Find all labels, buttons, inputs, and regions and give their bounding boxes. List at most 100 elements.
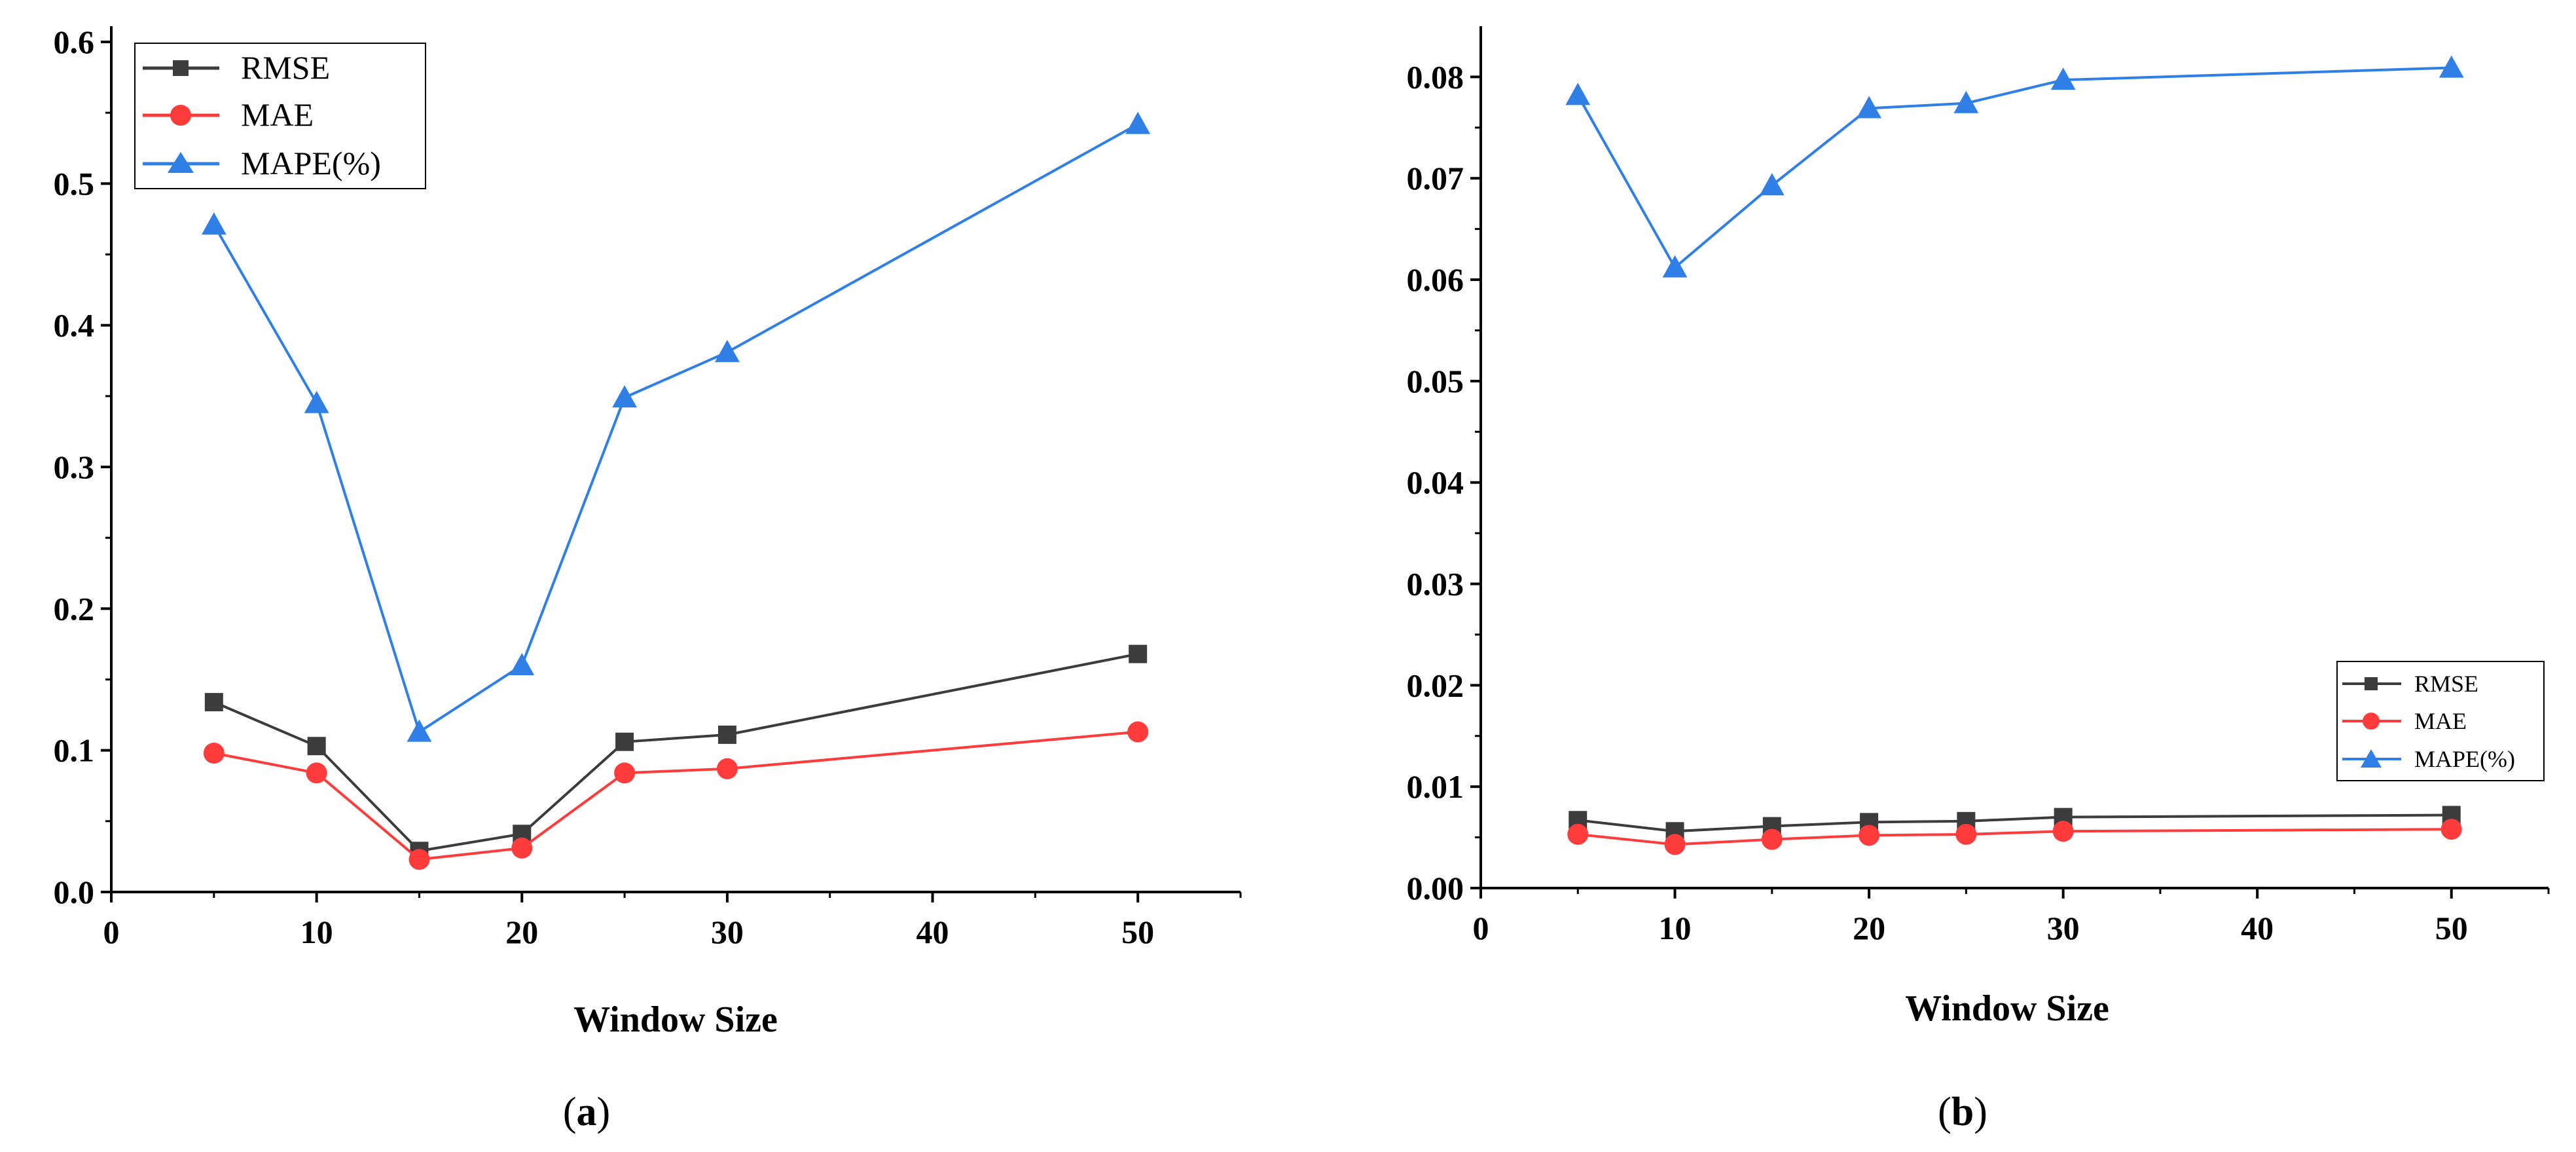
data-point-mape-b [1662, 255, 1688, 278]
data-point-rmse-a [615, 732, 634, 751]
data-point-rmse-a [717, 725, 736, 744]
x-axis-ticks-a: 0 10 20 30 40 50 [103, 892, 1242, 950]
data-point-rmse-a [307, 737, 326, 756]
data-point-mape-b [2050, 67, 2076, 90]
data-point-mae-a [716, 758, 738, 779]
data-point-mape-b [1565, 83, 1591, 105]
x-tick-label-b: 30 [2047, 910, 2080, 946]
y-axis-ticks-b: 0.00 0.01 0.02 0.03 0.04 0.05 0.06 0.07 0.08 [1407, 58, 1481, 906]
y-tick-label-a: 0.2 [54, 590, 95, 627]
data-point-mae-b [1664, 834, 1686, 855]
legend-item-rmse-a: RMSE [143, 49, 330, 86]
chart-panel-a: 0.0 0.1 0.2 0.3 0.4 0.5 0.6 0 10 20 30 40 50 Window… [54, 24, 1242, 1134]
y-tick-label-b: 0.04 [1407, 464, 1464, 501]
x-tick-label-a: 0 [103, 914, 120, 950]
data-point-mape-a [407, 719, 432, 742]
y-tick-label-b: 0.05 [1407, 363, 1464, 399]
legend-marker-rmse-b [2365, 677, 2378, 690]
x-tick-label-a: 30 [711, 914, 744, 950]
series-line-mape-a [213, 122, 1139, 734]
legend-item-mape-a: MAPE(%) [143, 145, 381, 181]
legend-a: RMSE MAE MAPE(%) [134, 43, 426, 189]
x-tick-label-a: 20 [505, 914, 538, 950]
x-axis-title-b: Window Size [1905, 988, 2109, 1029]
x-axis-ticks-b: 0 10 20 30 40 50 [1473, 888, 2550, 946]
data-point-mape-a [304, 390, 329, 413]
series-line-mae-a [213, 730, 1138, 861]
data-point-mae-b [1567, 823, 1589, 845]
y-tick-label-b: 0.03 [1407, 566, 1464, 603]
panel-letter-a: a [577, 1090, 597, 1134]
x-tick-label-b: 10 [1659, 910, 1692, 946]
data-point-mape-b [1759, 173, 1785, 196]
legend-label-mape-a: MAPE(%) [241, 145, 381, 181]
legend-item-mae-a: MAE [143, 96, 314, 133]
data-point-mape-b [1953, 90, 1979, 113]
panel-letter-b: b [1951, 1090, 1974, 1134]
y-tick-label-b: 0.06 [1407, 261, 1464, 298]
data-point-mae-b [1955, 823, 1977, 845]
y-tick-label-a: 0.1 [54, 732, 95, 769]
series-line-mape-b [1576, 66, 2452, 269]
data-point-mae-b [2052, 821, 2074, 842]
data-point-rmse-a [1129, 644, 1148, 663]
data-point-mae-a [511, 837, 533, 859]
series-line-mae-b [1578, 828, 2452, 846]
data-point-mae-a [203, 742, 225, 764]
x-tick-label-b: 20 [1853, 910, 1885, 946]
x-tick-label-a: 40 [916, 914, 949, 950]
legend-marker-mae-b [2363, 713, 2380, 730]
data-point-mae-a [306, 762, 327, 784]
data-point-mape-b [1857, 96, 1881, 119]
series-line-rmse-a [213, 652, 1138, 853]
data-point-mape-a [201, 212, 227, 235]
chart-panel-b: 0.00 0.01 0.02 0.03 0.04 0.05 0.06 0.07 0.08 0 10… [1407, 26, 2550, 1134]
legend-item-rmse-b: RMSE [2342, 671, 2478, 697]
data-point-mape-a [612, 385, 637, 408]
data-point-mae-a [1127, 721, 1149, 743]
y-tick-label-b: 0.07 [1407, 160, 1464, 196]
y-tick-label-b: 0.08 [1407, 58, 1464, 95]
legend-label-mae-b: MAE [2414, 708, 2467, 734]
panel-label-a: (a) [563, 1090, 610, 1134]
x-tick-label-a: 10 [300, 914, 333, 950]
y-tick-label-a: 0.0 [54, 874, 95, 910]
y-tick-label-b: 0.02 [1407, 667, 1464, 703]
legend-marker-rmse-a [173, 60, 189, 76]
y-tick-label-a: 0.5 [54, 165, 95, 202]
legend-marker-mape-b [2361, 749, 2382, 768]
data-point-mae-a [614, 762, 636, 784]
y-tick-label-b: 0.01 [1407, 768, 1464, 805]
legend-label-rmse-b: RMSE [2414, 671, 2478, 697]
data-point-mae-a [408, 849, 430, 870]
legend-item-mape-b: MAPE(%) [2342, 746, 2515, 772]
y-axis-ticks-a: 0.0 0.1 0.2 0.3 0.4 0.5 0.6 [54, 24, 111, 910]
x-tick-label-b: 50 [2435, 910, 2468, 946]
legend-b: RMSE MAE MAPE(%) [2336, 661, 2545, 781]
x-tick-label-b: 0 [1473, 910, 1489, 946]
data-point-mape-a [509, 652, 535, 675]
data-point-mae-b [2440, 819, 2462, 840]
data-point-mae-b [1761, 828, 1783, 850]
y-tick-label-a: 0.6 [54, 24, 95, 60]
legend-marker-mae-a [170, 105, 191, 126]
y-tick-label-b: 0.00 [1407, 870, 1464, 906]
series-group-b [1565, 55, 2464, 855]
x-tick-label-a: 50 [1121, 914, 1154, 950]
x-tick-label-b: 40 [2241, 910, 2274, 946]
data-point-mape-b [2439, 55, 2464, 78]
y-tick-label-a: 0.3 [54, 449, 95, 485]
legend-item-mae-b: MAE [2342, 708, 2467, 734]
data-point-mape-a [1125, 111, 1151, 134]
data-point-mae-b [1859, 825, 1880, 846]
legend-label-mae-a: MAE [241, 96, 314, 133]
legend-marker-mape-a [168, 152, 194, 173]
panel-label-b: (b) [1938, 1090, 1987, 1134]
x-axis-title-a: Window Size [573, 999, 778, 1040]
series-group-a [201, 111, 1151, 870]
y-tick-label-a: 0.4 [54, 307, 95, 344]
legend-label-mape-b: MAPE(%) [2414, 746, 2515, 772]
data-point-mape-a [715, 339, 740, 362]
legend-label-rmse-a: RMSE [241, 49, 330, 86]
